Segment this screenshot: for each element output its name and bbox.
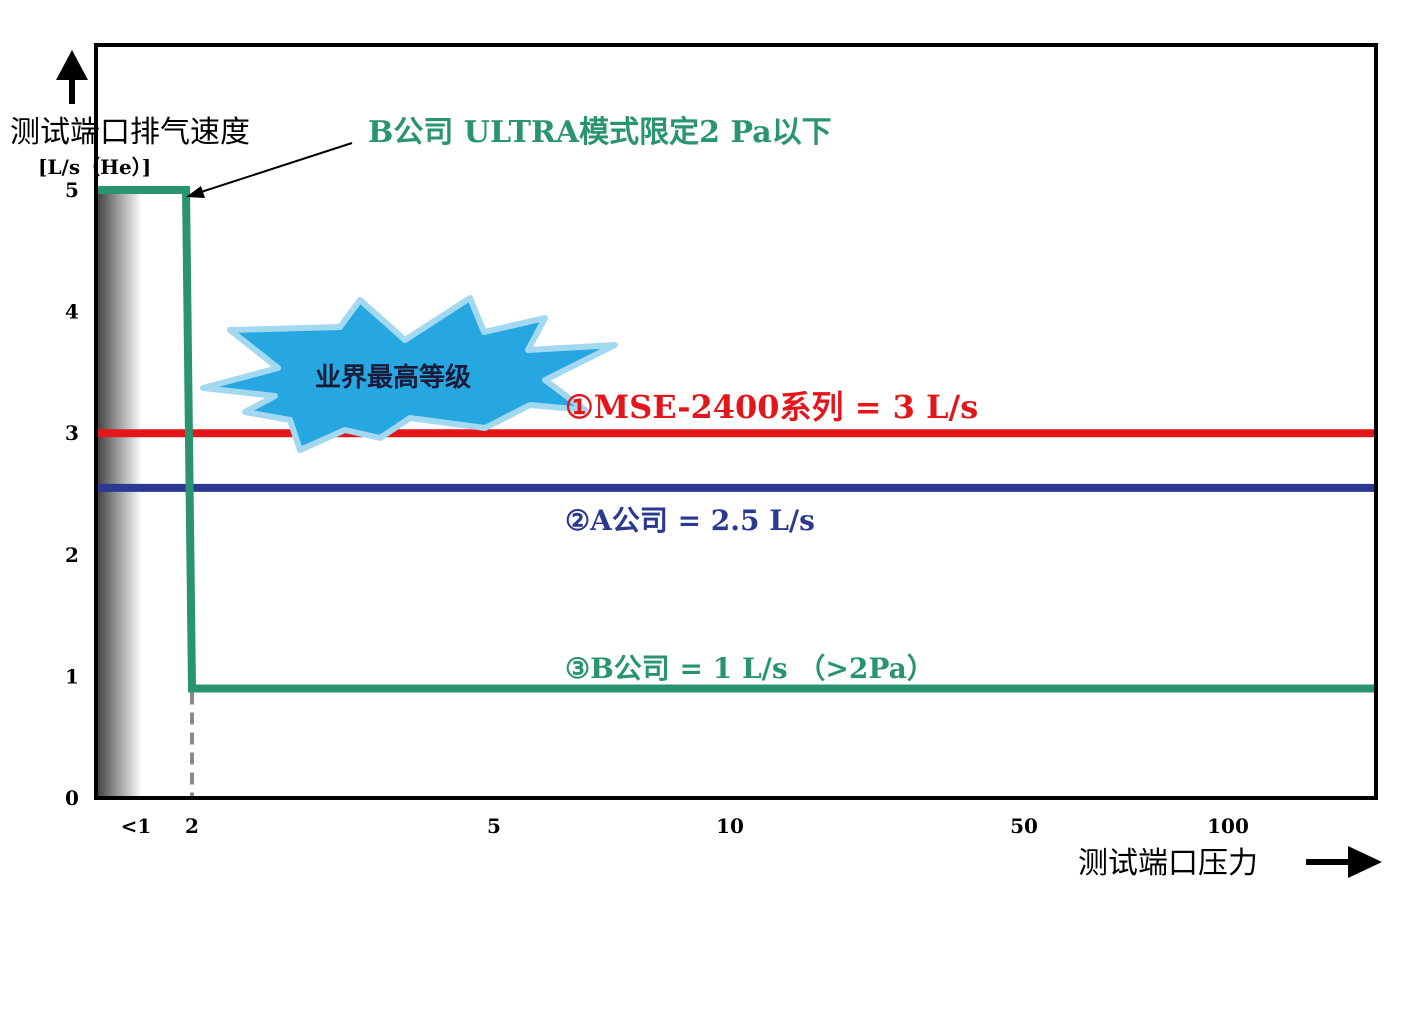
burst-shape (200, 295, 618, 453)
x-tick-label: <1 (121, 814, 152, 838)
y-tick-label: 0 (65, 786, 79, 810)
x-tick-label: 2 (185, 814, 199, 838)
x-tick-label: 50 (1010, 814, 1038, 838)
ultra-note-arrow (186, 142, 353, 198)
low-pressure-shade (98, 190, 142, 798)
x-tick-label: 100 (1207, 814, 1249, 838)
y-tick-labels: 0 1 2 3 4 5 (65, 178, 79, 810)
x-tick-labels: <1 2 5 10 50 100 (121, 814, 1249, 838)
series-line-company-b (98, 186, 1374, 693)
y-tick-label: 2 (65, 543, 79, 567)
y-tick-label: 3 (65, 421, 79, 445)
x-tick-label: 10 (716, 814, 744, 838)
y-tick-label: 1 (65, 664, 79, 688)
plot-frame (94, 43, 1378, 800)
label-company-a: ②A公司 = 2.5 L/s (565, 504, 815, 537)
label-mse2400: ①MSE-2400系列 = 3 L/s (565, 388, 978, 426)
x-axis-arrow (1306, 846, 1382, 878)
x-axis-title: 测试端口压力 (1078, 846, 1258, 881)
y-tick-label: 4 (65, 300, 79, 324)
burst-label: 业界最高等级 (315, 362, 471, 393)
ultra-note: B公司 ULTRA模式限定2 Pa以下 (368, 115, 832, 150)
y-tick-label: 5 (65, 178, 79, 202)
y-axis-arrow (56, 50, 88, 104)
label-company-b: ③B公司 = 1 L/s （>2Pa） (565, 652, 935, 685)
x-tick-label: 5 (487, 814, 501, 838)
y-axis-title: 测试端口排气速度 (10, 115, 250, 150)
